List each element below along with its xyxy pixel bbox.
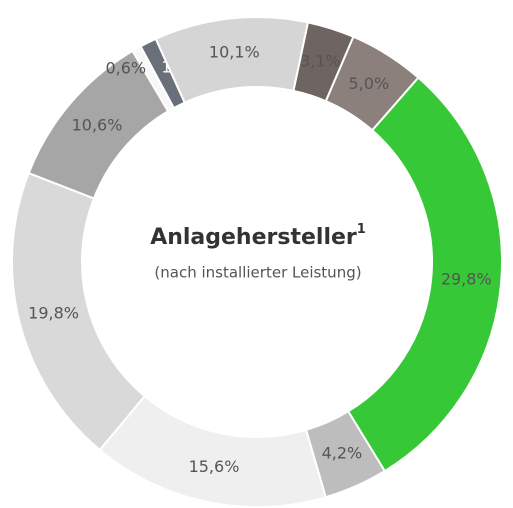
donut-segment — [346, 76, 503, 473]
value-label: 15,6% — [189, 457, 240, 476]
value-label: 0,6% — [105, 59, 146, 78]
value-label: 19,8% — [28, 304, 79, 323]
chart-title: Anlagehersteller1 — [150, 222, 366, 251]
value-label: 10,1% — [209, 43, 260, 62]
title-superscript: 1 — [357, 222, 366, 237]
value-label: 29,8% — [441, 269, 492, 288]
title-text: Anlagehersteller — [150, 225, 357, 250]
value-label: 5,0% — [349, 74, 390, 93]
value-label: 4,2% — [322, 444, 363, 463]
value-label: 10,6% — [72, 115, 123, 134]
donut-segment — [98, 394, 327, 508]
donut-segment — [154, 16, 310, 104]
value-label: 3,1% — [300, 51, 341, 70]
chart-subtitle: (nach installierter Leistung) — [154, 264, 361, 282]
